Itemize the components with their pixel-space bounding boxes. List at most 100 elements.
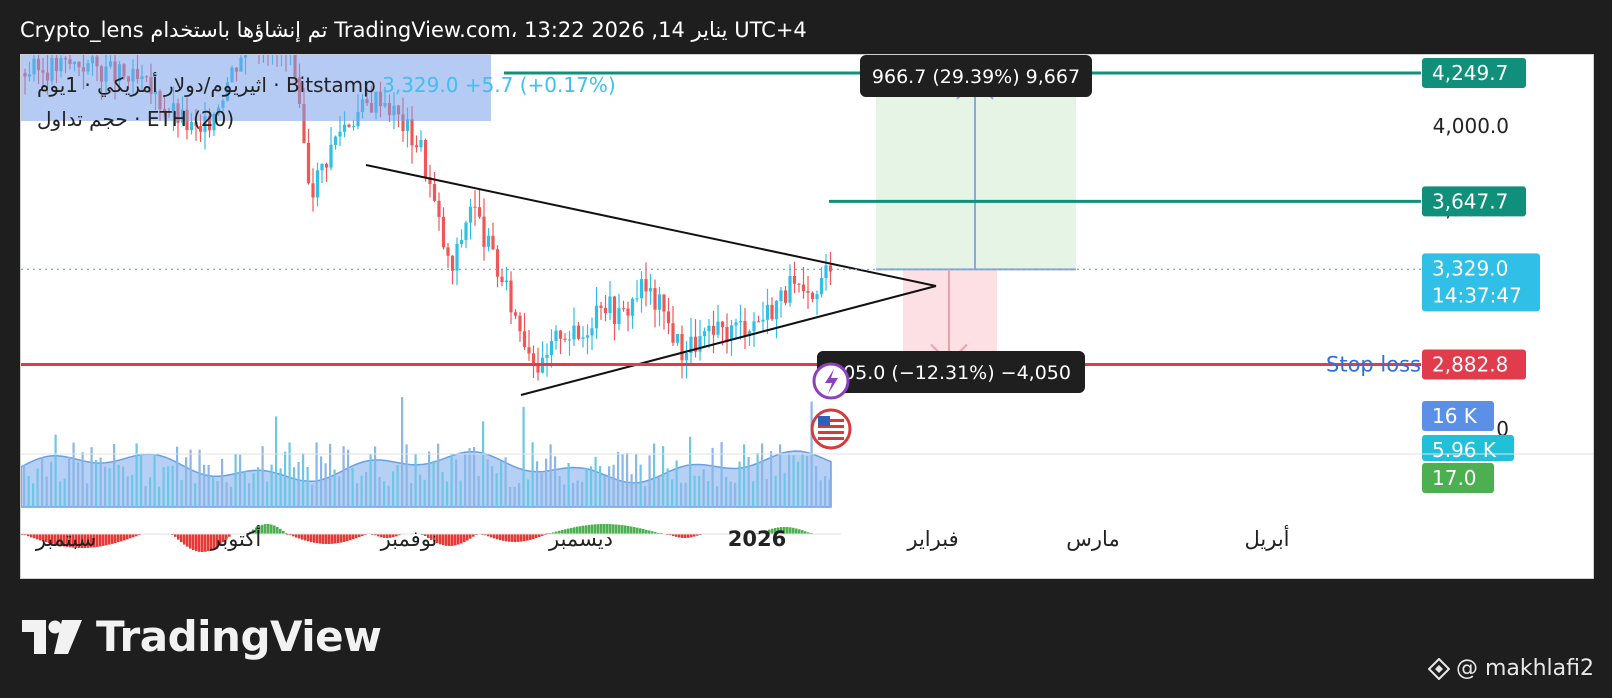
chart-canvas[interactable]: Stop loss 966.7 (29.39%) 9,667 405.0 (−12.… bbox=[21, 55, 1593, 578]
osc-bar bbox=[774, 528, 777, 534]
current-price-tag: 3,329.0 14:37:47 bbox=[1422, 253, 1540, 312]
measure-up-box bbox=[860, 55, 1092, 97]
osc-bar bbox=[576, 526, 579, 534]
candle-body bbox=[756, 321, 761, 323]
volume-bar bbox=[594, 456, 597, 507]
osc-bar bbox=[174, 534, 177, 537]
volume-bar bbox=[540, 473, 543, 507]
volume-bar bbox=[626, 452, 629, 507]
volume-bar bbox=[486, 459, 489, 507]
stop-loss-label: Stop loss bbox=[1326, 352, 1421, 376]
osc-bar bbox=[558, 530, 561, 534]
osc-bar bbox=[627, 526, 630, 534]
osc-bar bbox=[600, 524, 603, 534]
candle-body bbox=[819, 278, 824, 295]
osc-bar bbox=[93, 534, 96, 548]
candle-body bbox=[702, 331, 707, 337]
volume-bar bbox=[302, 453, 305, 507]
candle-body bbox=[662, 294, 666, 312]
candle-body bbox=[509, 280, 513, 313]
flag-stripe bbox=[818, 419, 844, 422]
volume-bar bbox=[23, 464, 26, 507]
volume-bar bbox=[158, 486, 161, 507]
volume-bar bbox=[477, 476, 480, 507]
volume-bar bbox=[365, 472, 368, 507]
osc-bar bbox=[102, 534, 105, 546]
osc-bar bbox=[39, 534, 42, 541]
symbol-change: +5.7 (+0.17%) bbox=[464, 73, 616, 97]
osc-bar bbox=[298, 534, 301, 539]
osc-bar bbox=[66, 534, 69, 547]
volume-bar bbox=[612, 464, 615, 507]
binance-icon bbox=[1427, 657, 1450, 680]
candle-body bbox=[783, 290, 788, 303]
osc-bar bbox=[603, 524, 606, 534]
osc-bar bbox=[636, 527, 639, 534]
osc-bar bbox=[789, 527, 792, 534]
osc-bar bbox=[615, 524, 618, 534]
flag-stripe bbox=[818, 437, 844, 440]
volume-bar bbox=[693, 475, 696, 507]
volume-legend: حجم تداول · ETH (20) bbox=[37, 107, 235, 131]
author-credit: @ makhlafi2 bbox=[1427, 656, 1594, 681]
osc-bar bbox=[276, 526, 279, 534]
osc-bar bbox=[672, 534, 675, 537]
osc-bar bbox=[555, 531, 558, 534]
volume-bar bbox=[396, 464, 399, 507]
current-price-tag-bg bbox=[1422, 253, 1540, 312]
candle-body bbox=[747, 331, 752, 337]
osc-bar bbox=[463, 534, 466, 543]
candle-body bbox=[653, 288, 657, 310]
osc-bar bbox=[621, 525, 624, 534]
osc-bar bbox=[292, 534, 295, 537]
author-handle: @ makhlafi2 bbox=[1455, 656, 1594, 681]
volume-bar bbox=[581, 481, 584, 507]
osc-bar bbox=[541, 534, 544, 536]
candle-body bbox=[765, 304, 770, 320]
candle-body bbox=[707, 325, 711, 332]
volume-bar bbox=[743, 444, 746, 507]
osc-bar bbox=[675, 534, 678, 537]
volume-bar bbox=[639, 464, 642, 507]
candle-body bbox=[635, 298, 639, 300]
volume-bar bbox=[392, 471, 395, 507]
candle-body bbox=[464, 222, 468, 240]
volume-bar bbox=[405, 444, 408, 507]
measure-up-text: 966.7 (29.39%) 9,667 bbox=[872, 66, 1080, 88]
volume-bar bbox=[333, 469, 336, 507]
volume-bar bbox=[41, 457, 44, 507]
osc-tag-bg bbox=[1422, 463, 1494, 493]
volume-bar bbox=[383, 481, 386, 507]
volume-bar bbox=[801, 453, 804, 507]
osc-bar bbox=[120, 534, 123, 542]
osc-bar bbox=[684, 534, 687, 538]
volume-bar bbox=[419, 474, 422, 507]
osc-bar bbox=[328, 534, 331, 544]
osc-bar bbox=[454, 534, 457, 546]
osc-bar bbox=[24, 534, 27, 536]
volume-tag-1-bg bbox=[1422, 401, 1494, 431]
osc-bar bbox=[301, 534, 304, 540]
chart-area[interactable]: Stop loss 966.7 (29.39%) 9,667 405.0 (−12.… bbox=[20, 54, 1594, 579]
osc-bar bbox=[255, 527, 258, 534]
volume-bar bbox=[374, 446, 377, 507]
volume-bar bbox=[27, 476, 30, 507]
volume-bar bbox=[509, 487, 512, 507]
volume-bar bbox=[549, 444, 552, 507]
volume-bar bbox=[32, 483, 35, 507]
osc-bar bbox=[27, 534, 30, 537]
osc-bar bbox=[780, 527, 783, 534]
measure-down-box bbox=[817, 351, 1085, 393]
volume-bar bbox=[531, 442, 534, 507]
volume-bar bbox=[774, 475, 777, 507]
candle-body bbox=[189, 122, 194, 131]
volume-bar bbox=[171, 465, 174, 507]
volume-bar bbox=[567, 463, 570, 507]
candle-body bbox=[581, 337, 585, 339]
volume-bar bbox=[45, 476, 48, 507]
osc-bar bbox=[279, 528, 282, 534]
candle-body bbox=[414, 145, 419, 148]
volume-bar bbox=[428, 451, 431, 507]
candle-body bbox=[734, 322, 738, 326]
volume-bar bbox=[576, 480, 579, 507]
